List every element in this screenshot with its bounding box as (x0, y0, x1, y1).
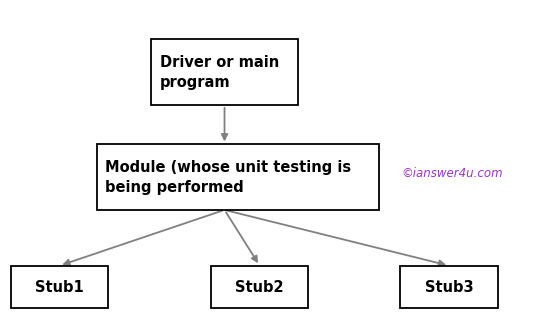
Text: Stub2: Stub2 (235, 279, 284, 295)
FancyBboxPatch shape (11, 266, 108, 308)
Text: Module (whose unit testing is
being performed: Module (whose unit testing is being perf… (105, 160, 352, 195)
FancyBboxPatch shape (97, 144, 379, 210)
Text: Stub1: Stub1 (35, 279, 84, 295)
Text: ©ianswer4u.com: ©ianswer4u.com (401, 167, 503, 180)
Text: Driver or main
program: Driver or main program (160, 55, 279, 90)
FancyBboxPatch shape (211, 266, 308, 308)
FancyBboxPatch shape (400, 266, 498, 308)
Text: Stub3: Stub3 (425, 279, 473, 295)
FancyBboxPatch shape (151, 39, 298, 105)
